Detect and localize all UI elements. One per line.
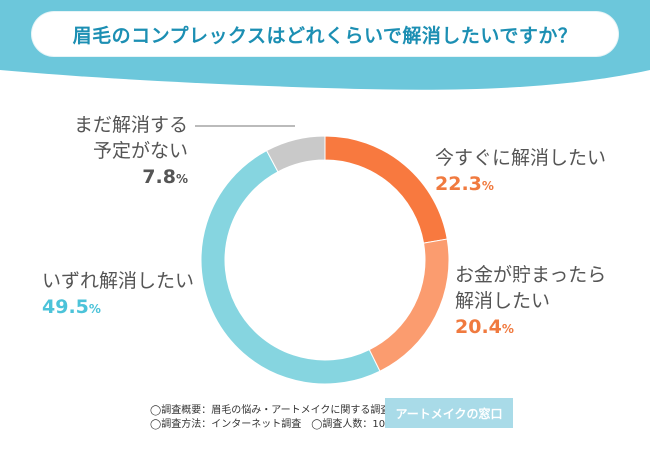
footer-survey-overview: ◯調査概要：眉毛の悩み・アートメイクに関する調査 [150, 405, 391, 416]
label-money-line1: お金が貯まったら [455, 264, 607, 286]
label-now-line1: 今すぐに解消したい [435, 147, 607, 169]
label-someday: いずれ解消したい 49.5% [42, 268, 194, 322]
brand-logo-box: アートメイクの窓口 [385, 398, 513, 428]
label-none-line1: まだ解消する [73, 114, 188, 136]
label-someday-pct: 49.5% [42, 296, 101, 318]
label-money: お金が貯まったら 解消したい 20.4% [455, 262, 606, 342]
label-money-line2: 解消したい [455, 290, 551, 312]
label-none-pct: 7.8% [142, 166, 188, 188]
label-money-pct: 20.4% [455, 316, 514, 338]
slice-none [265, 135, 326, 173]
slice-now [324, 135, 448, 244]
footer-survey-method: ◯調査方法：インターネット調査 ◯調査人数：103 人 [150, 419, 405, 430]
label-none-line2: 予定がない [92, 140, 188, 162]
label-none: まだ解消する 予定がない 7.8% [70, 112, 188, 192]
label-someday-line1: いずれ解消したい [42, 270, 195, 292]
slice-someday [200, 149, 381, 385]
label-now: 今すぐに解消したい 22.3% [435, 145, 606, 199]
chart-title: 眉毛のコンプレックスはどれくらいで解消したいですか？ [72, 24, 578, 47]
title-pill: 眉毛のコンプレックスはどれくらいで解消したいですか？ [32, 12, 618, 56]
label-now-pct: 22.3% [435, 173, 494, 195]
slice-money [368, 238, 450, 372]
